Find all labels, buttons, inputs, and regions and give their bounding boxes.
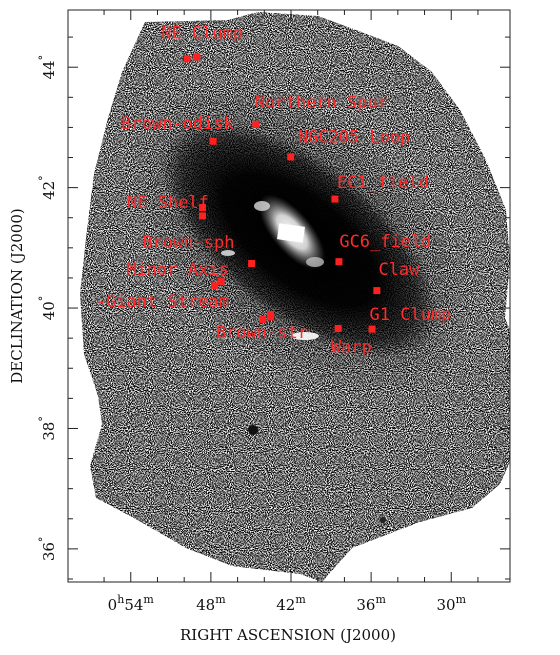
field-label: G1 Clump	[370, 305, 452, 325]
y-axis-label: DECLINATION (J2000)	[8, 208, 26, 384]
field-marker	[287, 153, 295, 161]
field-marker	[368, 325, 376, 333]
field-marker	[248, 259, 256, 267]
x-tick-label: 0h54m	[108, 593, 155, 614]
field-label: Northern Spur	[255, 93, 388, 113]
x-tick-label: 36m	[356, 593, 386, 614]
axis-ticks	[68, 10, 510, 582]
field-label: Brown-odisk	[121, 114, 234, 134]
y-tick-label: 40°	[37, 296, 58, 321]
field-label: Brown-sph	[142, 233, 234, 253]
field-markers	[183, 53, 381, 333]
field-label: NGC205 Loop	[298, 127, 411, 147]
stellar-density-map	[80, 12, 510, 582]
x-axis-label: RIGHT ASCENSION (J2000)	[180, 626, 396, 644]
field-label: Warp	[331, 338, 372, 358]
x-tick-label: 42m	[276, 593, 306, 614]
field-marker	[267, 311, 275, 319]
field-label: NE Shelf	[127, 193, 209, 213]
field-marker	[331, 195, 339, 203]
y-tick-label: 36°	[37, 537, 58, 562]
field-label: Claw	[378, 260, 420, 280]
axis-tick-labels: 0h54m 48m 42m 36m 30m 44° 42° 40° 38° 36°	[37, 55, 467, 614]
field-marker	[373, 287, 381, 295]
field-marker	[209, 137, 217, 145]
y-tick-label: 42°	[37, 175, 58, 200]
field-label: Brown-str	[216, 323, 308, 343]
x-tick-label: 30m	[436, 593, 466, 614]
field-marker	[193, 53, 201, 61]
x-tick-label: 48m	[196, 593, 226, 614]
field-label: Minor Axis	[126, 260, 228, 280]
field-marker	[211, 282, 219, 290]
field-marker	[334, 325, 342, 333]
field-marker	[259, 315, 267, 323]
field-marker	[217, 278, 225, 286]
field-label: EC1_field	[337, 173, 429, 193]
field-marker	[198, 212, 206, 220]
field-label: NE Clump	[161, 23, 243, 43]
field-marker	[198, 203, 206, 211]
field-labels: NE Clump Northern Spur Brown-odisk NGC205 L…	[96, 23, 452, 357]
plot-frame	[67, 9, 511, 583]
field-marker	[183, 55, 191, 63]
y-tick-label: 44°	[37, 55, 58, 80]
field-marker	[252, 120, 260, 128]
field-label: -Giant Stream	[96, 292, 229, 312]
y-tick-label: 38°	[37, 416, 58, 441]
field-marker	[335, 258, 343, 266]
field-label: GC6_field	[339, 232, 431, 252]
